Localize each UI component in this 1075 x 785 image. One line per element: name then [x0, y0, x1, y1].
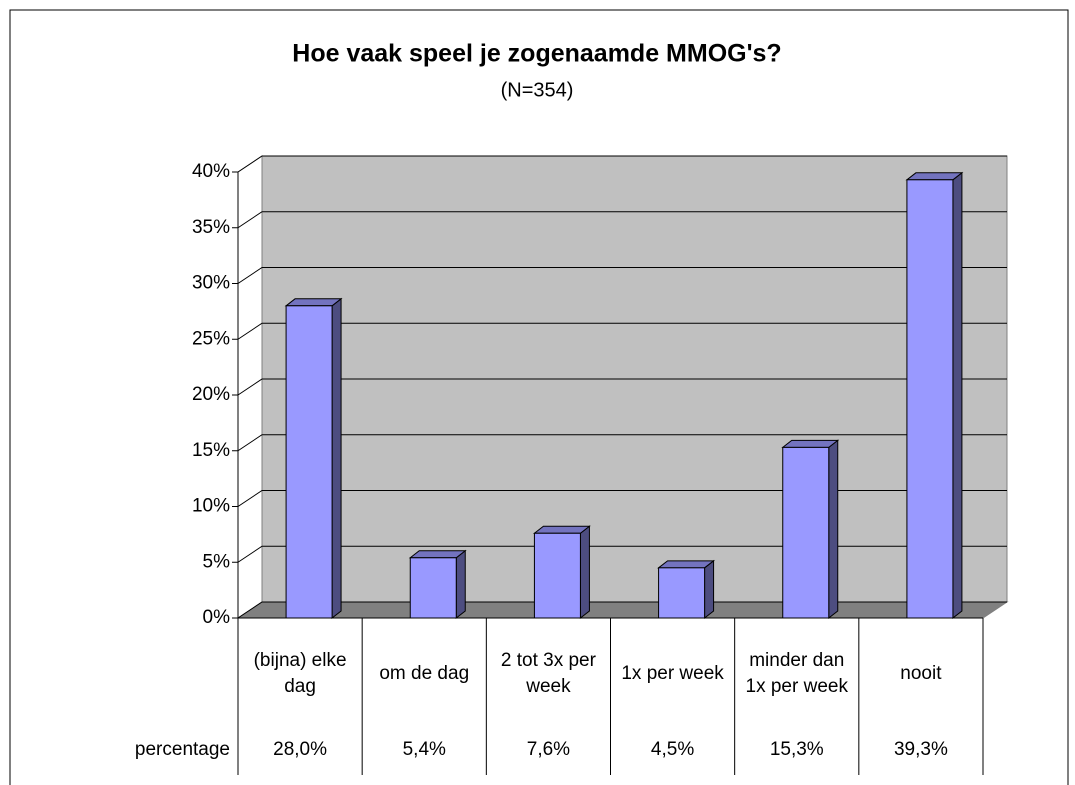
y-tick-label: 35%: [192, 217, 230, 238]
bar: [409, 557, 457, 619]
legend-label: percentage: [135, 739, 230, 760]
x-tick-label: om de dag: [379, 663, 470, 684]
bar: [658, 567, 706, 619]
grid-line: [237, 545, 1007, 563]
value-label: 15,3%: [770, 739, 824, 760]
value-label: 39,3%: [894, 739, 948, 760]
bar-side: [579, 525, 590, 620]
y-tick-label: 30%: [192, 273, 230, 294]
x-tick-label: 2 tot 3x per week: [500, 650, 596, 697]
grid-line: [237, 267, 1007, 284]
y-tick-label: 0%: [203, 607, 231, 628]
bar: [906, 179, 954, 619]
grid-line: [237, 322, 1007, 340]
grid-line: [237, 490, 1007, 507]
bar-top: [905, 172, 964, 181]
grid-line: [237, 434, 1007, 452]
value-label: 7,6%: [527, 739, 570, 760]
chart-subtitle: (N=354): [501, 79, 574, 101]
bar: [533, 532, 581, 619]
floor: [236, 601, 1009, 619]
x-tick-label: nooit: [900, 663, 942, 684]
grid-line: [237, 601, 1007, 619]
x-tick-label: minder dan 1x per week: [745, 650, 848, 697]
y-tick-label: 15%: [192, 440, 230, 461]
chart-title: Hoe vaak speel je zogenaamde MMOG's?: [292, 40, 781, 68]
bar-side: [331, 297, 342, 620]
bar-top: [408, 550, 467, 559]
grid-line: [237, 211, 1007, 229]
bar-side: [455, 549, 466, 620]
bar: [782, 446, 830, 619]
x-tick-label: 1x per week: [621, 663, 724, 684]
bar-side: [828, 439, 839, 620]
grid-line: [237, 378, 1007, 396]
value-label: 5,4%: [403, 739, 446, 760]
y-tick-label: 25%: [192, 328, 230, 349]
y-tick-label: 20%: [192, 384, 230, 405]
y-tick-label: 40%: [192, 161, 230, 182]
bar-side: [704, 559, 715, 620]
y-tick-label: 5%: [203, 551, 231, 572]
bar: [285, 305, 333, 619]
value-label: 28,0%: [273, 739, 327, 760]
value-label: 4,5%: [651, 739, 694, 760]
bar-top: [781, 439, 840, 448]
bar-top: [532, 525, 591, 534]
bar-top: [657, 560, 716, 569]
y-tick-label: 10%: [192, 496, 230, 517]
bar-top: [284, 298, 343, 307]
grid-line: [237, 155, 1007, 173]
x-tick-label: (bijna) elke dag: [253, 650, 347, 697]
bar-side: [952, 171, 963, 620]
